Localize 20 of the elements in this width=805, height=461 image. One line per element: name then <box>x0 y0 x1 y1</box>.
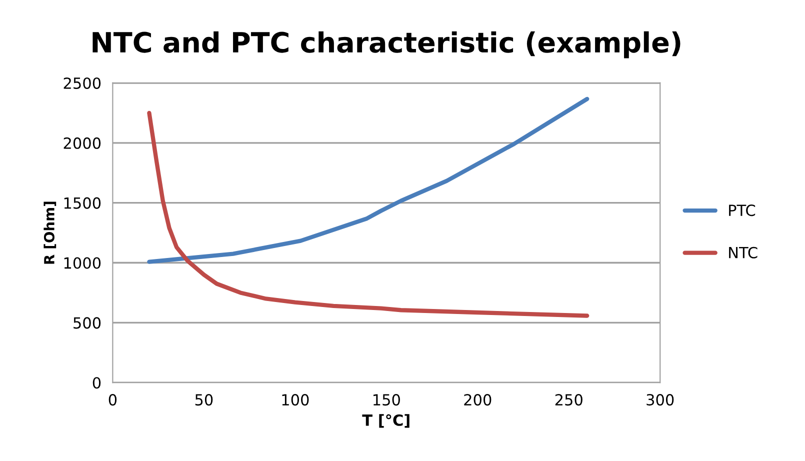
legend-label: PTC <box>729 204 756 216</box>
x-axis-title: T [°C] <box>362 414 410 428</box>
x-tick-label: 150 <box>373 394 400 406</box>
x-tick-label: 0 <box>108 394 117 406</box>
chart-title: NTC and PTC characteristic (example) <box>92 31 680 58</box>
y-tick-label: 2000 <box>64 137 101 149</box>
y-tick-label: 1000 <box>64 257 101 269</box>
line-series <box>147 110 590 318</box>
line-series <box>147 96 590 264</box>
x-tick-label: 50 <box>195 394 213 406</box>
legend-label: NTC <box>729 246 758 258</box>
y-tick-label: 0 <box>92 377 101 389</box>
x-tick-label: 200 <box>464 394 492 406</box>
x-tick-label: 300 <box>646 394 674 406</box>
y-tick-label: 1500 <box>64 197 101 209</box>
x-tick-label: 100 <box>282 394 309 406</box>
y-tick-label: 500 <box>74 317 101 329</box>
y-tick-label: 2500 <box>64 77 101 89</box>
y-axis-title: R [Ohm] <box>44 202 56 264</box>
x-tick-label: 250 <box>555 394 582 406</box>
